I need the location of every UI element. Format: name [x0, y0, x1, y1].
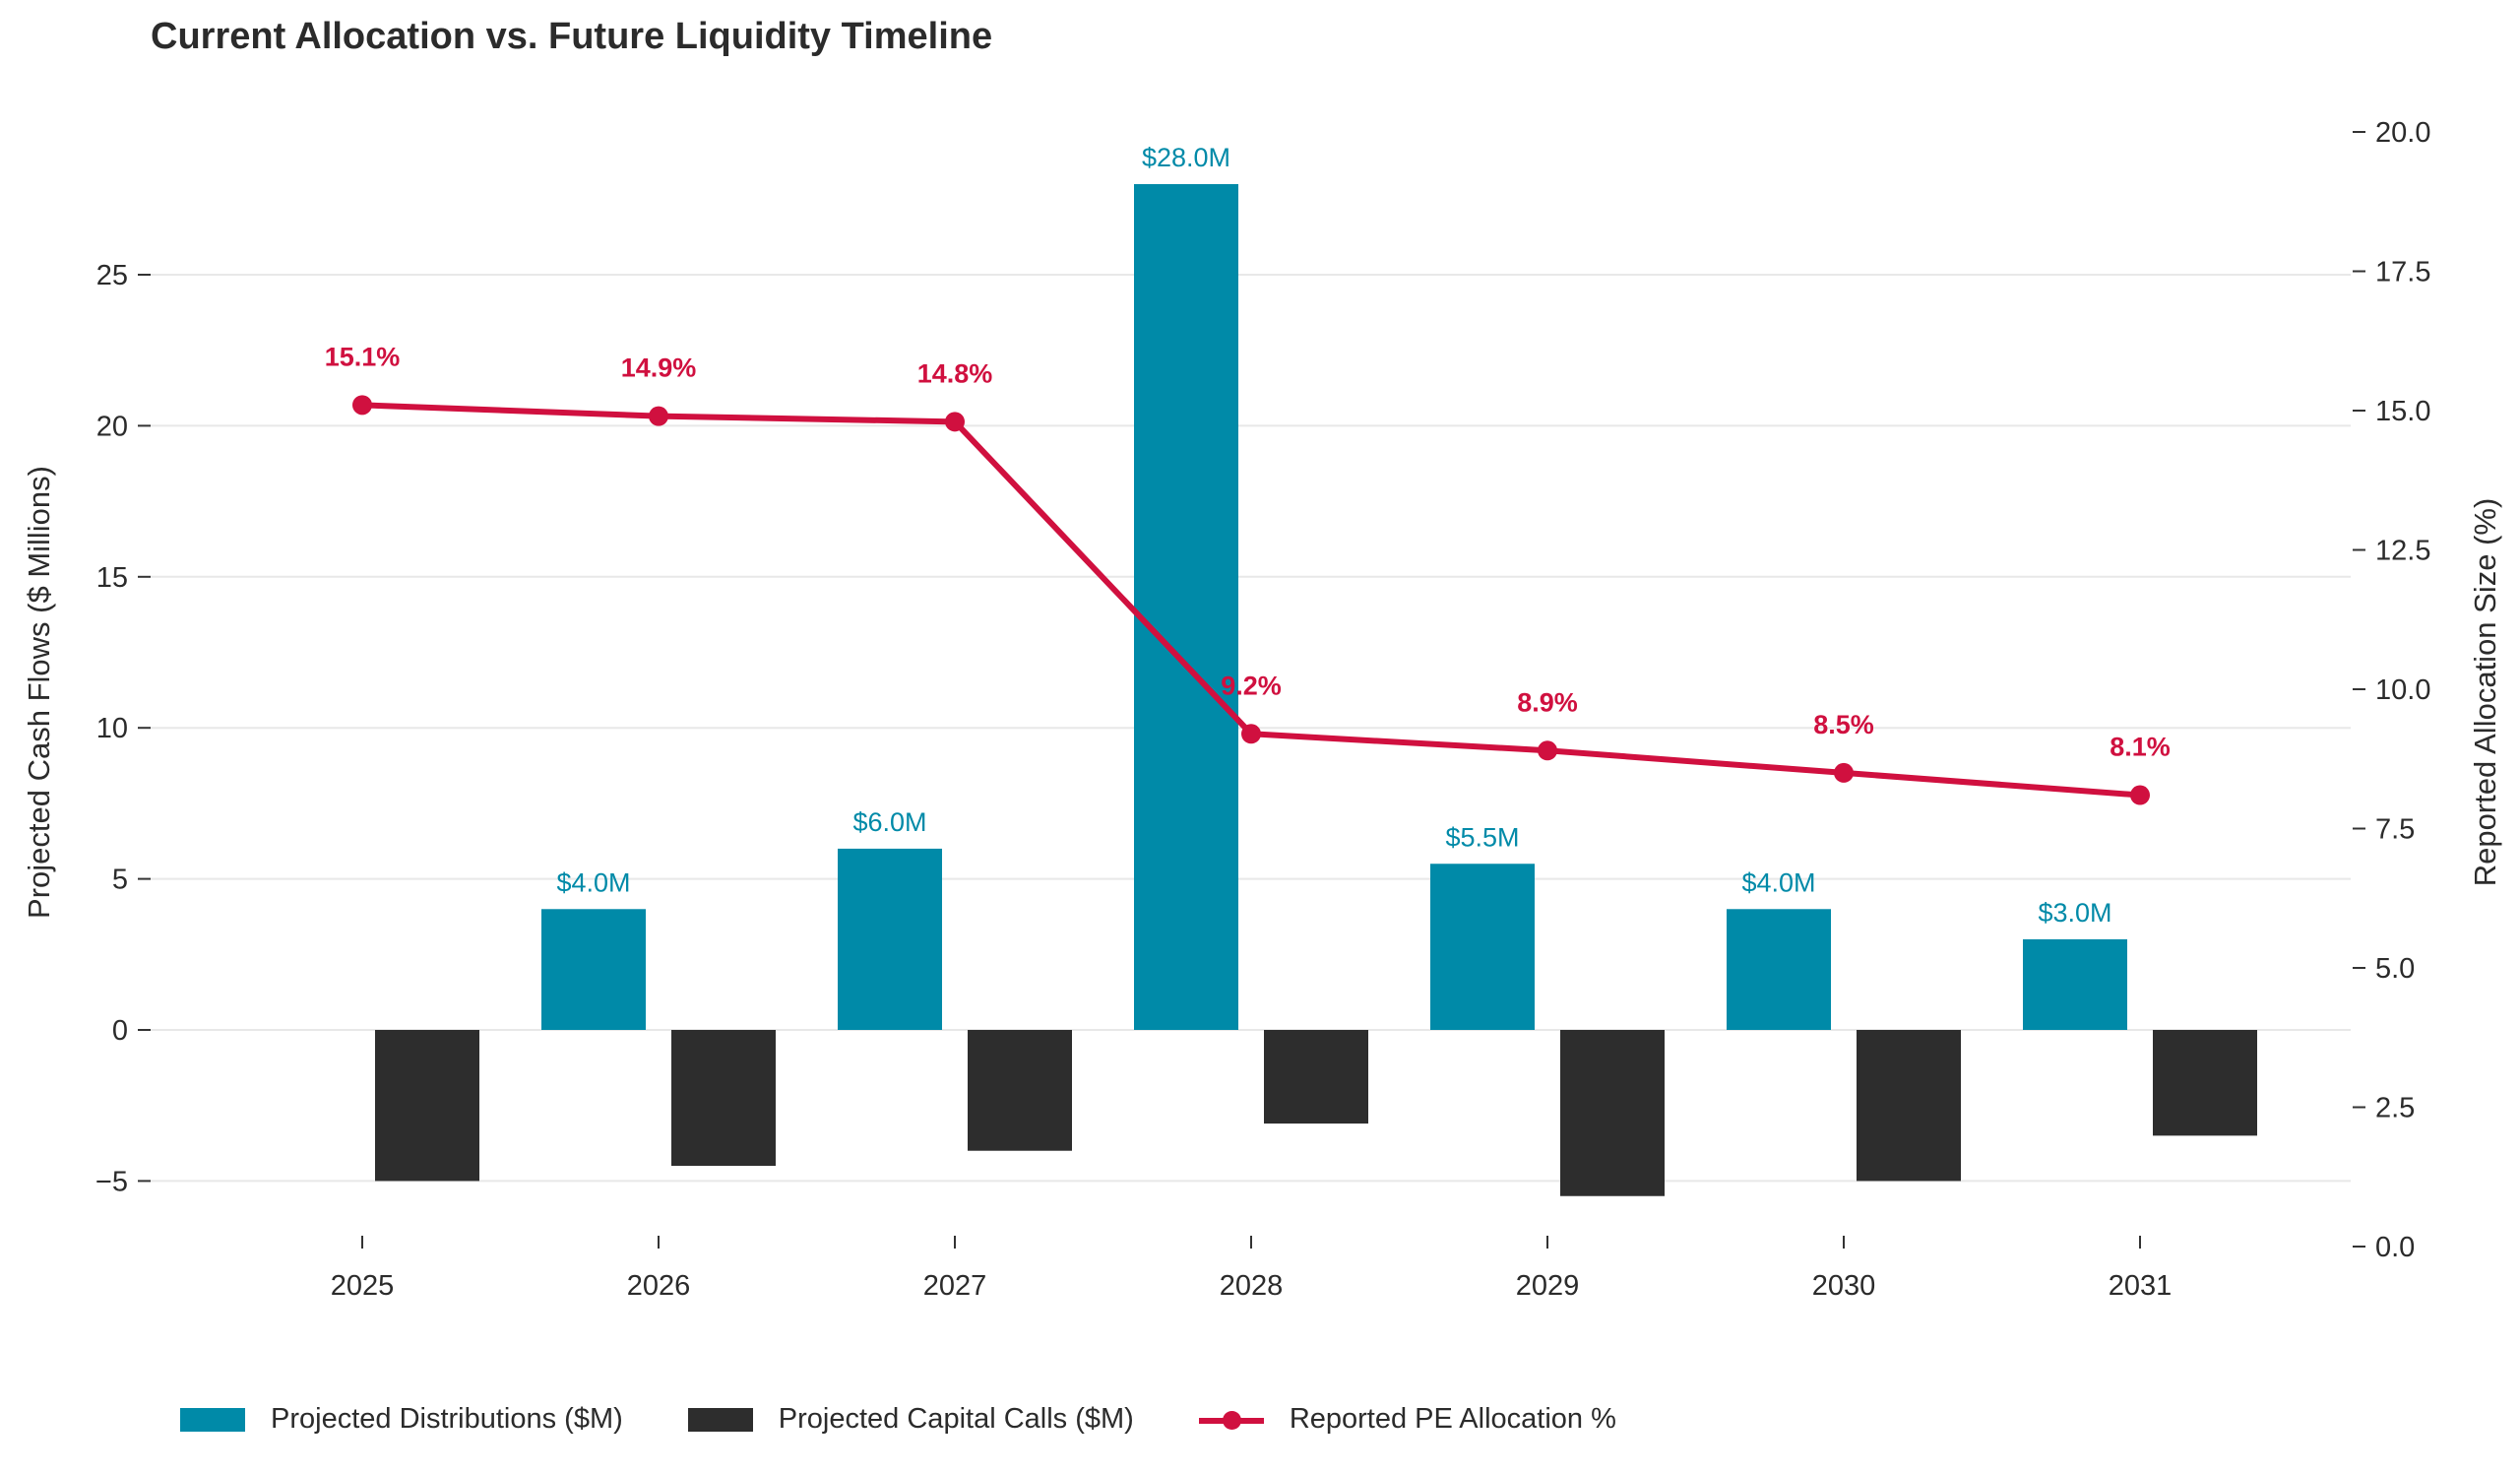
capital-call-bar [2153, 1030, 2257, 1136]
y2-tick-label: 17.5 [2375, 257, 2430, 288]
distribution-value-label: $5.5M [1445, 822, 1519, 852]
x-tick-label: 2028 [1220, 1270, 1284, 1302]
distribution-value-label: $28.0M [1142, 143, 1230, 172]
x-tick-label: 2030 [1812, 1270, 1876, 1302]
legend: Projected Distributions ($M) Projected C… [180, 1403, 1681, 1436]
distribution-bar [1134, 183, 1238, 1030]
capital-call-bar [1560, 1030, 1665, 1196]
x-tick-label: 2029 [1516, 1270, 1580, 1302]
distribution-bar [2023, 938, 2127, 1030]
y2-tick-label: 7.5 [2375, 814, 2415, 846]
chart-title: Current Allocation vs. Future Liquidity … [151, 16, 993, 57]
y2-axis-label: Reported Allocation Size (%) [2468, 498, 2502, 887]
y2-tick-label: 0.0 [2375, 1232, 2415, 1263]
allocation-value-label: 15.1% [325, 342, 401, 371]
legend-swatch-allocation [1198, 1408, 1264, 1432]
y-tick-label: 15 [96, 562, 128, 594]
data-labels: $4.0M $6.0M $28.0M $5.5M $4.0M $3.0M 15.1% 14.9… [325, 143, 2171, 928]
allocation-point [945, 412, 965, 432]
y2-tick-label: 2.5 [2375, 1093, 2415, 1124]
distribution-value-label: $4.0M [556, 867, 630, 897]
allocation-value-label: 14.9% [621, 353, 697, 383]
y2-tick-label: 10.0 [2375, 674, 2430, 706]
y2-tick-label: 20.0 [2375, 117, 2430, 149]
legend-label-distributions: Projected Distributions ($M) [271, 1403, 623, 1435]
x-tick-label: 2027 [923, 1270, 987, 1302]
y-tick-label: 25 [96, 260, 128, 291]
x-tick-label: 2026 [627, 1270, 691, 1302]
legend-label-allocation: Reported PE Allocation % [1289, 1403, 1616, 1435]
allocation-value-label: 8.5% [1813, 710, 1874, 739]
x-tick-label: 2031 [2109, 1270, 2173, 1302]
legend-swatch-capital-calls [687, 1407, 753, 1432]
capital-call-bar [1857, 1030, 1961, 1182]
y-tick-label: 10 [96, 713, 128, 744]
distribution-value-label: $3.0M [2038, 898, 2111, 928]
allocation-point [649, 406, 668, 426]
legend-item-capital-calls: Projected Capital Calls ($M) [687, 1403, 1134, 1436]
legend-item-distributions: Projected Distributions ($M) [180, 1403, 623, 1436]
allocation-point [2130, 785, 2150, 805]
distribution-bar [1727, 909, 1831, 1030]
allocation-line [352, 395, 2150, 805]
distribution-bar [1430, 864, 1535, 1030]
allocation-value-label: 14.8% [917, 358, 993, 388]
bars [375, 183, 2257, 1196]
y2-tick-label: 5.0 [2375, 953, 2415, 985]
axes: −505101520250.02.55.07.510.012.515.017.5… [22, 117, 2502, 1302]
y2-tick-label: 12.5 [2375, 536, 2430, 567]
y2-tick-label: 15.0 [2375, 396, 2430, 427]
distribution-value-label: $6.0M [852, 807, 926, 837]
distribution-value-label: $4.0M [1741, 867, 1815, 897]
legend-item-allocation: Reported PE Allocation % [1198, 1403, 1616, 1436]
legend-label-capital-calls: Projected Capital Calls ($M) [778, 1403, 1134, 1435]
y-tick-label: 0 [112, 1015, 128, 1047]
allocation-point [1834, 762, 1854, 783]
allocation-point [352, 395, 372, 416]
y-tick-label: −5 [95, 1166, 128, 1197]
capital-call-bar [1264, 1030, 1368, 1124]
allocation-value-label: 8.1% [2110, 733, 2171, 762]
allocation-value-label: 9.2% [1221, 671, 1282, 700]
y-tick-label: 20 [96, 411, 128, 442]
distribution-bar [838, 848, 942, 1030]
y-tick-label: 5 [112, 865, 128, 896]
distribution-bar [541, 909, 646, 1030]
capital-call-bar [375, 1030, 479, 1182]
y-axis-label: Projected Cash Flows ($ Millions) [22, 466, 56, 919]
capital-call-bar [671, 1030, 776, 1167]
allocation-value-label: 8.9% [1517, 687, 1578, 717]
legend-swatch-distributions [180, 1407, 245, 1432]
allocation-point [1538, 740, 1557, 761]
allocation-point [1241, 724, 1261, 744]
x-tick-label: 2025 [331, 1270, 395, 1302]
gridlines [151, 274, 2351, 1183]
capital-call-bar [968, 1030, 1072, 1151]
